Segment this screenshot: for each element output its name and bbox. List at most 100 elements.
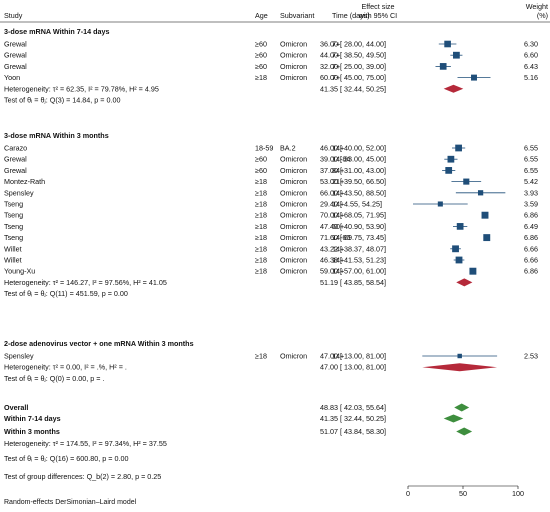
x-tick-label: 0 (406, 489, 410, 498)
overall-label: Within 7-14 days (4, 414, 61, 423)
study-ci-text: 60.00 [ 45.00, 75.00] (320, 73, 386, 82)
group-heterogeneity: Heterogeneity: τ² = 146.27, I² = 97.56%,… (4, 278, 167, 287)
study-name: Grewal (4, 51, 27, 60)
study-name: Montez-Rath (4, 177, 45, 186)
study-age: ≥60 (255, 166, 267, 175)
study-subvariant: BA.2 (280, 144, 296, 153)
study-subvariant: Omicron (280, 177, 307, 186)
study-age: ≥18 (255, 267, 267, 276)
study-age: ≥60 (255, 62, 267, 71)
study-age: ≥18 (255, 244, 267, 253)
study-ci-text: 53.00 [ 39.50, 66.50] (320, 177, 386, 186)
study-ci-text: 66.00 [ 43.50, 88.50] (320, 188, 386, 197)
study-weight: 3.93 (524, 188, 538, 197)
group-pooled-diamond (443, 84, 464, 93)
overall-ci-text: 48.83 [ 42.03, 55.64] (320, 403, 386, 412)
overall-label: Within 3 months (4, 427, 60, 436)
study-time: 14+ (332, 352, 344, 361)
header-age: Age (255, 11, 268, 20)
study-age: ≥60 (255, 51, 267, 60)
group-pooled-diamond (456, 278, 473, 287)
study-age: ≥60 (255, 155, 267, 164)
study-weight: 6.86 (524, 233, 538, 242)
header-time: Time (days) (332, 11, 370, 20)
group-pooled-ci-text: 51.19 [ 43.85, 58.54] (320, 278, 386, 287)
overall-diamond (456, 427, 473, 436)
study-effect-box (477, 190, 484, 196)
study-subvariant: Omicron (280, 222, 307, 231)
study-name: Carazo (4, 144, 27, 153)
overall-ci-text: 41.35 [ 32.44, 50.25] (320, 414, 386, 423)
group-difference-test: Test of group differences: Q_b(2) = 2.80… (4, 472, 161, 481)
study-effect-box (455, 144, 462, 152)
study-subvariant: Omicron (280, 166, 307, 175)
study-weight: 6.66 (524, 244, 538, 253)
study-subvariant: Omicron (280, 352, 307, 361)
study-time: 84+ (332, 166, 344, 175)
study-ci-text: 46.00 [ 40.00, 52.00] (320, 144, 386, 153)
study-subvariant: Omicron (280, 211, 307, 220)
study-name: Tseng (4, 222, 23, 231)
study-subvariant: Omicron (280, 200, 307, 209)
study-time: 14+ (332, 256, 344, 265)
study-time: 14-84 (332, 155, 350, 164)
study-name: Grewal (4, 155, 27, 164)
study-age: ≥18 (255, 188, 267, 197)
study-effect-box (439, 63, 447, 70)
study-age: ≥18 (255, 211, 267, 220)
study-name: Tseng (4, 233, 23, 242)
x-tick-label: 50 (459, 489, 467, 498)
study-effect-box (447, 155, 455, 163)
study-effect-box (452, 245, 459, 253)
header-effect-size: Effect size (361, 2, 394, 11)
overall-heterogeneity: Heterogeneity: τ² = 174.55, I² = 97.34%,… (4, 439, 167, 448)
study-subvariant: Omicron (280, 188, 307, 197)
group-pooled-diamond (422, 363, 498, 372)
study-time: 7+ (332, 51, 340, 60)
study-time: 7+ (332, 73, 340, 82)
study-ci-text: 43.22 [ 38.37, 48.07] (320, 244, 386, 253)
overall-test: Test of θᵢ = θⱼ: Q(16) = 600.80, p = 0.0… (4, 454, 128, 463)
study-effect-box (483, 234, 491, 242)
study-ci-text: 70.00 [ 68.05, 71.95] (320, 211, 386, 220)
study-age: ≥60 (255, 40, 267, 49)
study-age: ≥18 (255, 256, 267, 265)
study-name: Grewal (4, 62, 27, 71)
study-time: 14-60 (332, 233, 350, 242)
study-name: Yoon (4, 73, 20, 82)
study-weight: 6.55 (524, 166, 538, 175)
study-age: ≥18 (255, 222, 267, 231)
study-name: Grewal (4, 166, 27, 175)
study-effect-box (469, 267, 477, 275)
study-time: 60+ (332, 222, 344, 231)
header-weight-unit: (%) (537, 11, 548, 20)
overall-label: Overall (4, 403, 28, 412)
study-age: ≥18 (255, 200, 267, 209)
overall-diamond (454, 403, 470, 412)
study-subvariant: Omicron (280, 233, 307, 242)
study-age: ≥18 (255, 352, 267, 361)
study-ci-text: 36.00 [ 28.00, 44.00] (320, 40, 386, 49)
study-effect-box (455, 256, 463, 264)
study-time: 7+ (332, 40, 340, 49)
study-subvariant: Omicron (280, 155, 307, 164)
study-ci-text: 37.00 [ 31.00, 43.00] (320, 166, 386, 175)
group-title: 3-dose mRNA Within 7-14 days (4, 27, 110, 36)
study-weight: 6.49 (524, 222, 538, 231)
study-ci-text: 46.38 [ 41.53, 51.23] (320, 256, 386, 265)
study-name: Spensley (4, 352, 34, 361)
model-footnote: Random-effects DerSimonian–Laird model (4, 499, 137, 506)
study-subvariant: Omicron (280, 244, 307, 253)
study-weight: 5.16 (524, 73, 538, 82)
study-age: ≥18 (255, 233, 267, 242)
group-test: Test of θᵢ = θⱼ: Q(3) = 14.84, p = 0.00 (4, 96, 120, 105)
header-subvariant: Subvariant (280, 11, 314, 20)
study-subvariant: Omicron (280, 256, 307, 265)
study-subvariant: Omicron (280, 51, 307, 60)
group-heterogeneity: Heterogeneity: τ² = 62.35, I² = 79.78%, … (4, 84, 159, 93)
study-weight: 6.66 (524, 256, 538, 265)
group-test: Test of θᵢ = θⱼ: Q(11) = 451.59, p = 0.0… (4, 289, 128, 298)
study-ci-text: 59.00 [ 57.00, 61.00] (320, 267, 386, 276)
study-weight: 6.43 (524, 62, 538, 71)
study-age: ≥18 (255, 177, 267, 186)
